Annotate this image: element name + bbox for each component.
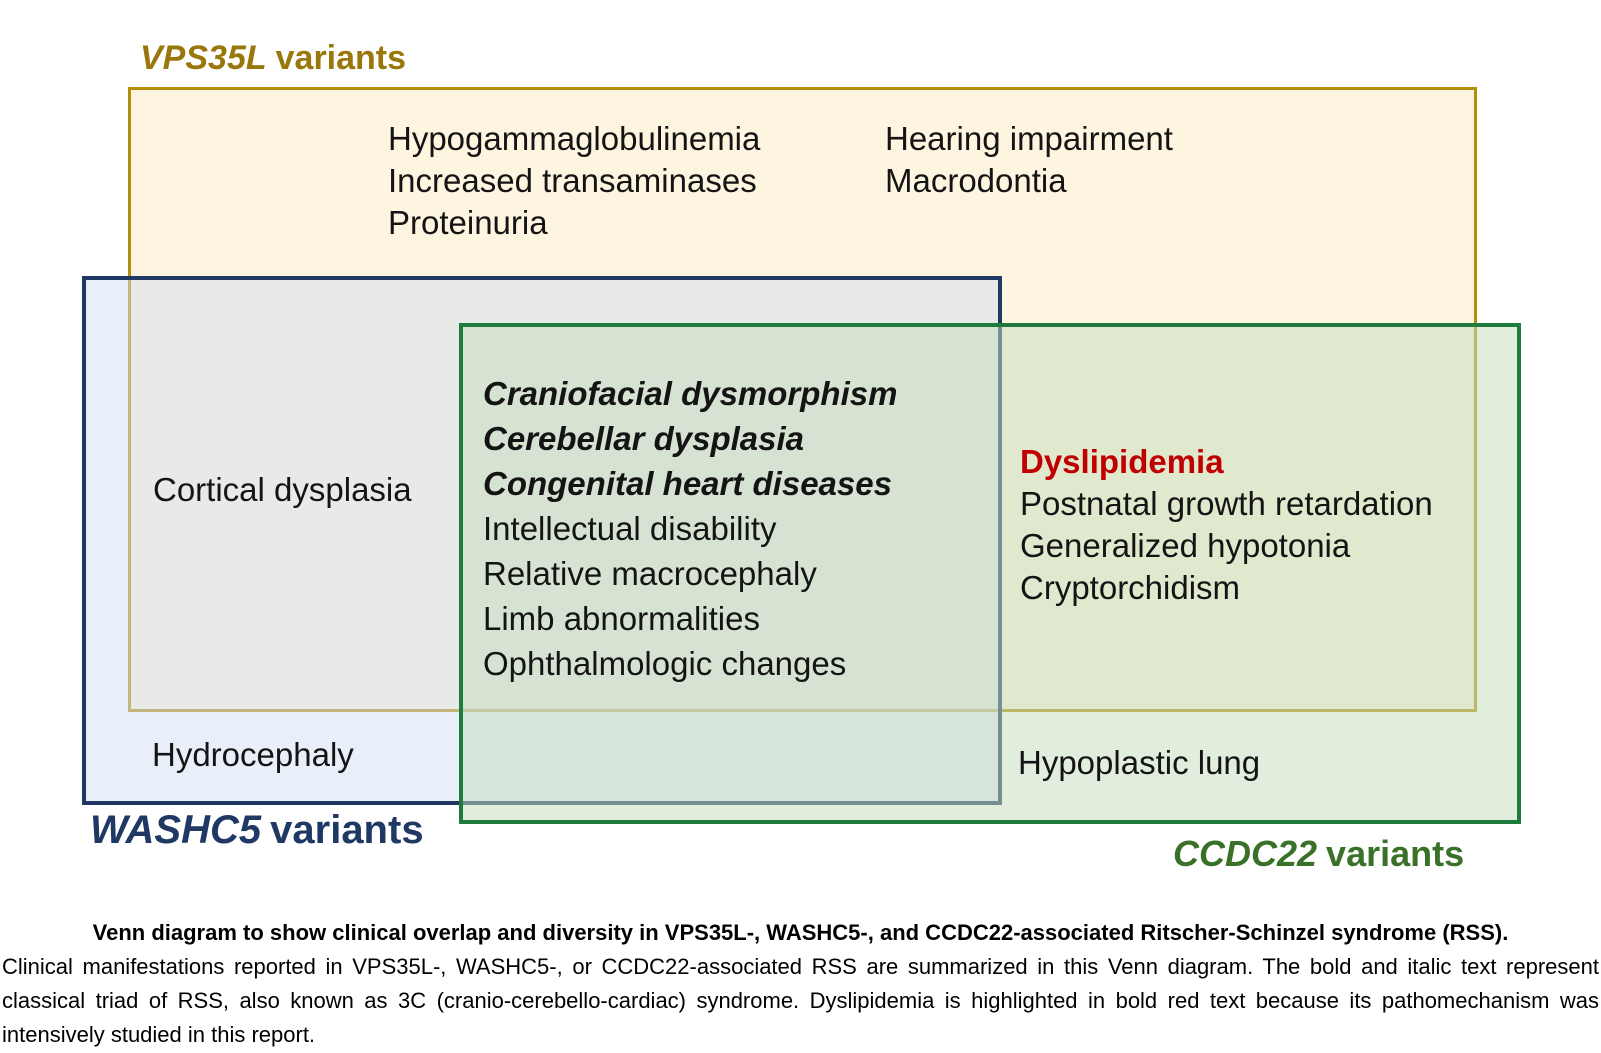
classical-triad-item: Craniofacial dysmorphism — [483, 375, 898, 412]
triple-overlap-list: Craniofacial dysmorphism Cerebellar dysp… — [483, 371, 897, 686]
ccdc22-only-list: Hypoplastic lung — [1018, 742, 1260, 784]
ccdc22-set-rectangle — [459, 323, 1521, 824]
list-item: Postnatal growth retardation — [1020, 485, 1433, 522]
list-item: Proteinuria — [388, 204, 548, 241]
dyslipidemia-highlight: Dyslipidemia — [1020, 443, 1224, 480]
washc5-gene-name: WASHC5 — [90, 808, 262, 852]
vps35l-ccdc22-overlap-list: Dyslipidemia Postnatal growth retardatio… — [1020, 441, 1433, 609]
washc5-only-list: Hydrocephaly — [152, 734, 354, 776]
classical-triad-item: Congenital heart diseases — [483, 465, 892, 502]
list-item: Macrodontia — [885, 162, 1067, 199]
list-item: Intellectual disability — [483, 510, 777, 547]
classical-triad-item: Cerebellar dysplasia — [483, 420, 805, 457]
list-item: Cryptorchidism — [1020, 569, 1241, 606]
list-item: Relative macrocephaly — [483, 555, 817, 592]
caption-body: Clinical manifestations reported in VPS3… — [2, 954, 1599, 1047]
list-item: Hydrocephaly — [152, 736, 354, 773]
list-item: Hypoplastic lung — [1018, 744, 1261, 781]
list-item: Increased transaminases — [388, 162, 757, 199]
list-item: Cortical dysplasia — [153, 471, 412, 508]
vps35l-washc5-overlap-list: Cortical dysplasia — [153, 469, 412, 511]
caption-title: Venn diagram to show clinical overlap an… — [92, 920, 1509, 945]
list-item: Hypogammaglobulinemia — [388, 120, 761, 157]
list-item: Generalized hypotonia — [1020, 527, 1351, 564]
vps35l-only-list-left: Hypogammaglobulinemia Increased transami… — [388, 118, 760, 244]
list-item: Ophthalmologic changes — [483, 645, 847, 682]
vps35l-set-label: VPS35L variants — [140, 38, 406, 79]
washc5-set-label: WASHC5 variants — [90, 806, 424, 854]
list-item: Hearing impairment — [885, 120, 1173, 157]
washc5-label-suffix: variants — [270, 808, 424, 852]
ccdc22-label-suffix: variants — [1326, 833, 1465, 874]
vps35l-only-list-right: Hearing impairment Macrodontia — [885, 118, 1173, 202]
vps35l-gene-name: VPS35L — [140, 39, 267, 77]
figure-caption: Venn diagram to show clinical overlap an… — [0, 916, 1601, 1052]
ccdc22-gene-name: CCDC22 — [1173, 833, 1318, 874]
ccdc22-set-label: CCDC22 variants — [1173, 832, 1464, 875]
vps35l-label-suffix: variants — [275, 39, 407, 77]
list-item: Limb abnormalities — [483, 600, 760, 637]
